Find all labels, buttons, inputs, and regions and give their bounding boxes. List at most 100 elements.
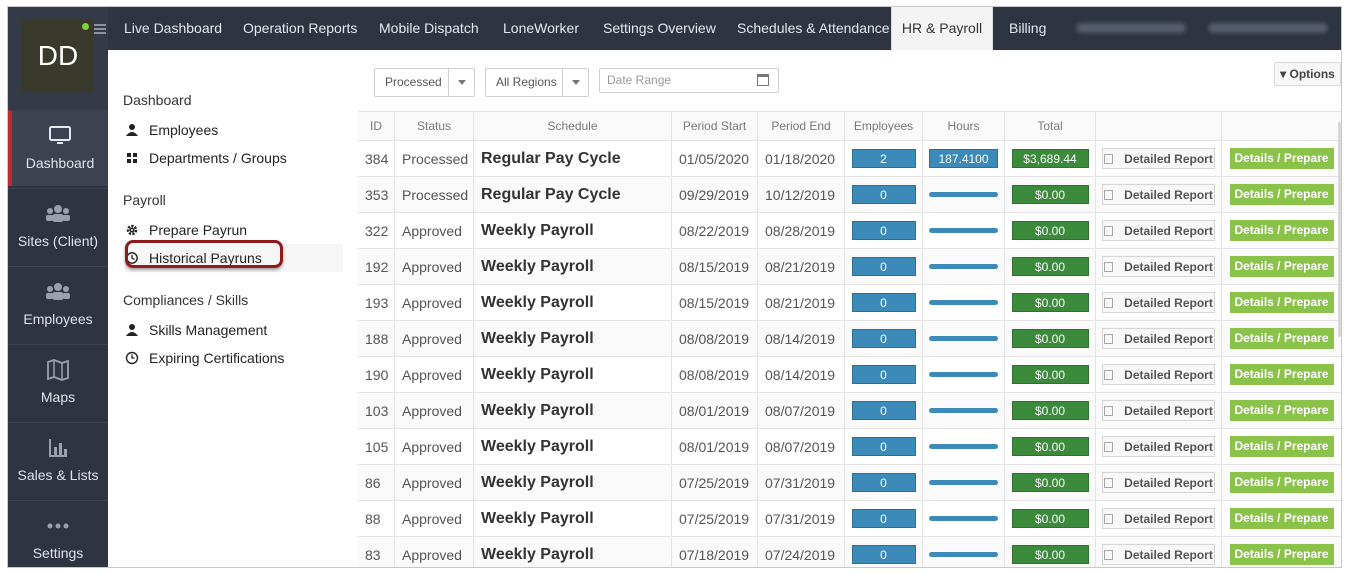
period-start: 08/22/2019 — [679, 222, 750, 239]
cell-employees: 0 — [845, 537, 923, 567]
detailed-report-button[interactable]: Detailed Report — [1102, 544, 1215, 565]
sidebar-item-employees[interactable]: Employees — [8, 266, 108, 342]
tab-settings-overview[interactable]: Settings Overview — [603, 20, 716, 36]
payrun-id: 103 — [365, 402, 389, 419]
table-row[interactable]: 193 Approved Weekly Payroll 08/15/2019 08/21… — [358, 285, 1341, 321]
tab-mobile-dispatch[interactable]: Mobile Dispatch — [379, 20, 479, 36]
calendar-icon[interactable] — [757, 74, 769, 86]
cell-period-end: 08/07/2019 — [758, 393, 845, 428]
sidebar-item-dashboard[interactable]: Dashboard — [8, 110, 108, 186]
details-prepare-button[interactable]: Details / Prepare — [1229, 436, 1334, 457]
details-prepare-button[interactable]: Details / Prepare — [1229, 220, 1334, 241]
table-row[interactable]: 192 Approved Weekly Payroll 08/15/2019 08/21… — [358, 249, 1341, 285]
column-header-period-start[interactable]: Period Start — [672, 112, 758, 140]
detailed-report-button[interactable]: Detailed Report — [1102, 472, 1215, 493]
date-range-input[interactable]: Date Range — [599, 68, 779, 93]
column-header-id[interactable]: ID — [358, 112, 395, 140]
table-scrollbar[interactable] — [1338, 122, 1341, 337]
details-prepare-button[interactable]: Details / Prepare — [1229, 364, 1334, 385]
avatar[interactable]: DD — [22, 20, 94, 92]
tab-loneworker[interactable]: LoneWorker — [503, 20, 580, 36]
period-end: 08/28/2019 — [765, 222, 836, 239]
sidebar-item-sites[interactable]: Sites (Client) — [8, 188, 108, 264]
hr-payroll-subnav: Dashboard Employees Departments / Groups… — [108, 50, 353, 567]
table-row[interactable]: 384 Processed Regular Pay Cycle 01/05/2020 0… — [358, 141, 1341, 177]
payrun-status: Approved — [402, 366, 462, 383]
table-row[interactable]: 88 Approved Weekly Payroll 07/25/2019 07/31/… — [358, 501, 1341, 537]
column-header-hours[interactable]: Hours — [923, 112, 1005, 140]
details-prepare-button[interactable]: Details / Prepare — [1229, 400, 1334, 421]
table-row[interactable]: 353 Processed Regular Pay Cycle 09/29/2019 1… — [358, 177, 1341, 213]
avatar-area: DD — [8, 7, 108, 110]
pdf-file-icon — [1104, 333, 1114, 344]
table-row[interactable]: 105 Approved Weekly Payroll 08/01/2019 08/07… — [358, 429, 1341, 465]
chevron-down-icon — [448, 69, 474, 96]
detailed-report-label: Detailed Report — [1124, 547, 1213, 562]
table-row[interactable]: 322 Approved Weekly Payroll 08/22/2019 08/28… — [358, 213, 1341, 249]
details-prepare-button[interactable]: Details / Prepare — [1229, 328, 1334, 349]
cell-employees: 0 — [845, 393, 923, 428]
hamburger-menu-icon[interactable] — [94, 24, 106, 34]
details-prepare-button[interactable]: Details / Prepare — [1229, 256, 1334, 277]
subnav-item-prepare-payrun[interactable]: Prepare Payrun — [125, 216, 343, 244]
subnav-item-departments[interactable]: Departments / Groups — [125, 144, 343, 172]
sidebar-item-sales-lists[interactable]: Sales & Lists — [8, 422, 108, 498]
table-row[interactable]: 103 Approved Weekly Payroll 08/01/2019 08/07… — [358, 393, 1341, 429]
detailed-report-button[interactable]: Detailed Report — [1102, 508, 1215, 529]
subnav-item-employees[interactable]: Employees — [125, 116, 343, 144]
cell-schedule: Weekly Payroll — [474, 465, 672, 500]
cell-status: Processed — [395, 141, 474, 176]
payrun-schedule: Weekly Payroll — [481, 365, 594, 383]
regions-filter-select[interactable]: All Regions — [485, 68, 589, 97]
column-header-total[interactable]: Total — [1005, 112, 1096, 140]
subnav-item-expiring-certifications[interactable]: Expiring Certifications — [125, 344, 343, 372]
subnav-item-skills-management[interactable]: Skills Management — [125, 316, 343, 344]
tab-live-dashboard[interactable]: Live Dashboard — [124, 20, 223, 36]
detailed-report-button[interactable]: Detailed Report — [1102, 256, 1215, 277]
detailed-report-button[interactable]: Detailed Report — [1102, 400, 1215, 421]
details-prepare-button[interactable]: Details / Prepare — [1229, 148, 1334, 169]
table-row[interactable]: 83 Approved Weekly Payroll 07/18/2019 07/24/… — [358, 537, 1341, 567]
cell-actions: Details / Prepare — [1222, 429, 1341, 464]
online-status-dot — [82, 23, 89, 30]
cell-period-start: 08/15/2019 — [672, 285, 758, 320]
highlight-annotation — [125, 240, 283, 268]
detailed-report-button[interactable]: Detailed Report — [1102, 328, 1215, 349]
sidebar-item-label: Dashboard — [25, 155, 95, 171]
cell-employees: 0 — [845, 285, 923, 320]
table-row[interactable]: 190 Approved Weekly Payroll 08/08/2019 08/14… — [358, 357, 1341, 393]
sidebar-item-settings[interactable]: Settings — [8, 500, 108, 567]
options-button[interactable]: ▾ Options — [1274, 62, 1341, 86]
tab-schedules-attendance[interactable]: Schedules & Attendance — [737, 20, 890, 36]
detailed-report-button[interactable]: Detailed Report — [1102, 364, 1215, 385]
column-header-schedule[interactable]: Schedule — [474, 112, 672, 140]
period-start: 01/05/2020 — [679, 150, 750, 167]
cell-period-end: 01/18/2020 — [758, 141, 845, 176]
detailed-report-button[interactable]: Detailed Report — [1102, 292, 1215, 313]
detailed-report-button[interactable]: Detailed Report — [1102, 220, 1215, 241]
details-prepare-button[interactable]: Details / Prepare — [1229, 292, 1334, 313]
details-prepare-button[interactable]: Details / Prepare — [1229, 472, 1334, 493]
details-prepare-button[interactable]: Details / Prepare — [1229, 544, 1334, 565]
column-header-period-end[interactable]: Period End — [758, 112, 845, 140]
detailed-report-button[interactable]: Detailed Report — [1102, 148, 1215, 169]
pdf-file-icon — [1104, 477, 1114, 488]
cell-employees: 0 — [845, 429, 923, 464]
status-filter-select[interactable]: Processed — [374, 68, 475, 97]
details-prepare-button[interactable]: Details / Prepare — [1229, 184, 1334, 205]
app-frame: DD Dashboard Sites (Client) Employees Ma… — [7, 6, 1342, 568]
user-icon — [126, 124, 138, 136]
column-header-status[interactable]: Status — [395, 112, 474, 140]
detailed-report-button[interactable]: Detailed Report — [1102, 436, 1215, 457]
cell-id: 193 — [358, 285, 395, 320]
cell-period-start: 07/18/2019 — [672, 537, 758, 567]
table-row[interactable]: 86 Approved Weekly Payroll 07/25/2019 07/31/… — [358, 465, 1341, 501]
tab-billing[interactable]: Billing — [1009, 20, 1047, 36]
details-prepare-button[interactable]: Details / Prepare — [1229, 508, 1334, 529]
tab-hr-payroll[interactable]: HR & Payroll — [891, 7, 993, 50]
tab-operation-reports[interactable]: Operation Reports — [243, 20, 358, 36]
table-row[interactable]: 188 Approved Weekly Payroll 08/08/2019 08/14… — [358, 321, 1341, 357]
column-header-employees[interactable]: Employees — [845, 112, 923, 140]
detailed-report-button[interactable]: Detailed Report — [1102, 184, 1215, 205]
sidebar-item-maps[interactable]: Maps — [8, 344, 108, 420]
